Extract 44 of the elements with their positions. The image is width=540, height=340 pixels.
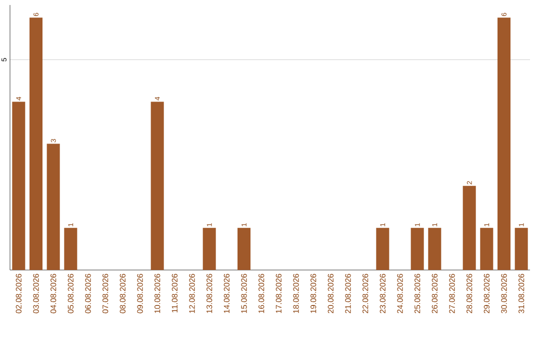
x-tick-label: 10.08.2026: [154, 274, 160, 313]
x-tick-label: 16.08.2026: [258, 274, 264, 313]
x-tick-label: 28.08.2026: [466, 274, 472, 314]
x-tick-label: 06.08.2026: [85, 274, 91, 314]
bar: [498, 18, 510, 270]
bar: [150, 102, 164, 270]
x-tick-label: 20.08.2026: [328, 274, 334, 314]
x-tick-label: 09.08.2026: [137, 274, 143, 314]
x-tick-label: 13.08.2026: [206, 274, 212, 313]
x-tick-label: 22.08.2026: [362, 274, 368, 314]
x-tick-label: 02.08.2026: [16, 274, 22, 314]
bar: [410, 228, 424, 270]
x-tick-label: 24.08.2026: [397, 274, 403, 314]
x-tick-label: 30.08.2026: [501, 274, 507, 314]
x-tick-label: 18.08.2026: [293, 274, 299, 313]
x-tick-label: 14.08.2026: [224, 274, 230, 313]
x-tick-label: 27.08.2026: [449, 274, 455, 314]
x-tick-label: 12.08.2026: [189, 274, 195, 313]
x-tick-label: 21.08.2026: [345, 274, 351, 314]
bar: [480, 228, 494, 270]
bar: [238, 228, 251, 270]
x-tick-label: 29.08.2026: [484, 274, 490, 314]
x-tick-label: 11.08.2026: [172, 274, 178, 312]
x-tick-label: 07.08.2026: [102, 274, 108, 314]
bar: [202, 228, 216, 270]
bar: [514, 228, 528, 270]
bar: [376, 228, 390, 270]
x-tick-label: 31.08.2026: [518, 274, 524, 314]
bar: [64, 228, 78, 270]
bar: [30, 18, 42, 270]
x-tick-label: 03.08.2026: [33, 274, 39, 314]
x-tick-label: 04.08.2026: [50, 274, 56, 314]
x-tick-label: 19.08.2026: [310, 274, 316, 313]
x-tick-label: 26.08.2026: [432, 274, 438, 314]
x-tick-label: 05.08.2026: [68, 274, 74, 314]
x-tick-label: 17.08.2026: [276, 274, 282, 313]
x-tick-label: 08.08.2026: [120, 274, 126, 314]
bar: [428, 228, 442, 270]
x-tick-label: 25.08.2026: [414, 274, 420, 314]
x-tick-label: 15.08.2026: [241, 274, 247, 313]
bar: [462, 186, 476, 270]
x-tick-label: 23.08.2026: [380, 274, 386, 314]
bar: [12, 102, 26, 270]
bar: [46, 144, 60, 270]
